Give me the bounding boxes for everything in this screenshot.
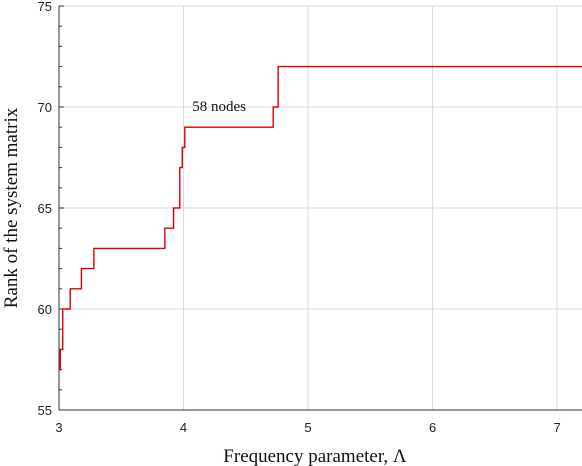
x-tick-label: 3 — [55, 420, 62, 435]
series-group — [59, 65, 582, 371]
y-tick-label: 70 — [38, 100, 52, 115]
x-ticks: 3 4 5 6 7 — [55, 420, 560, 435]
x-tick-label: 4 — [180, 420, 187, 435]
y-tick-label: 65 — [38, 201, 52, 216]
x-tick-label: 6 — [429, 420, 436, 435]
grid-lines — [59, 5, 582, 410]
x-tick-label: 5 — [304, 420, 311, 435]
annotation-58-nodes: 58 nodes — [192, 99, 246, 115]
y-tick-label: 75 — [38, 0, 52, 14]
y-axis-title: Rank of the system matrix — [1, 107, 22, 308]
rank-step-line — [59, 65, 582, 371]
y-tick-label: 55 — [38, 403, 52, 418]
y-ticks: 55 60 65 70 75 — [38, 0, 64, 418]
x-axis-title: Frequency parameter, Λ — [223, 446, 407, 466]
x-tick-label: 7 — [553, 420, 560, 435]
y-tick-label: 60 — [38, 302, 52, 317]
